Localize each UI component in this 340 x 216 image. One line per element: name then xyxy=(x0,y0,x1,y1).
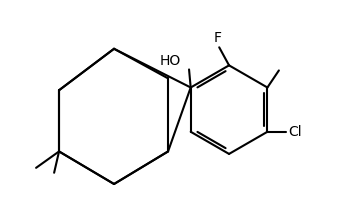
Text: Cl: Cl xyxy=(289,125,302,139)
Text: HO: HO xyxy=(159,54,181,68)
Text: F: F xyxy=(214,31,222,45)
